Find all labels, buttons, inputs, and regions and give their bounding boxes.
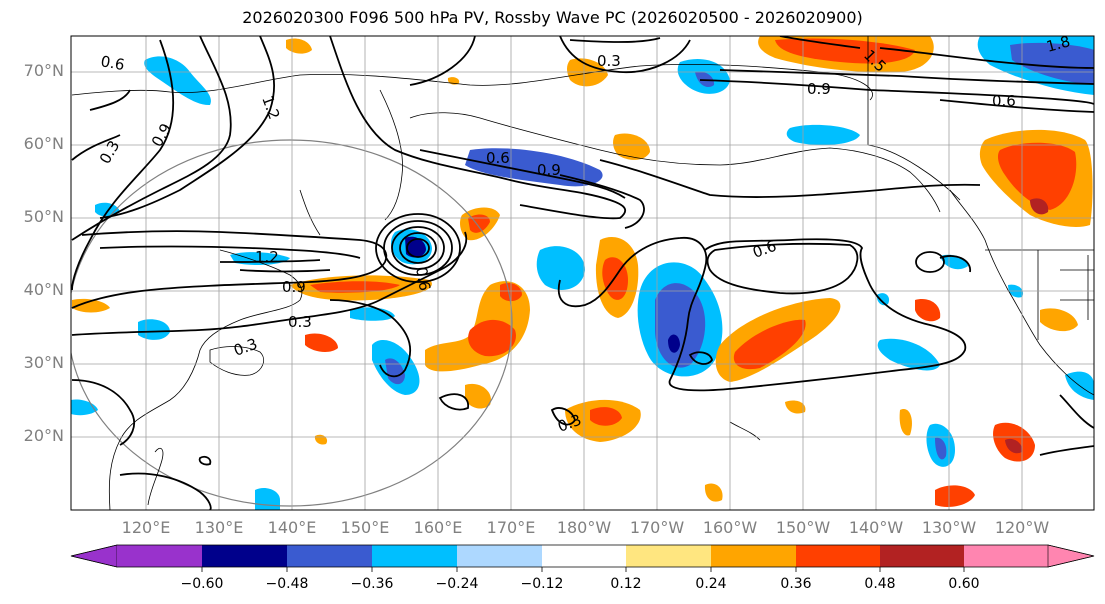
positive-anomaly-region [465, 383, 491, 409]
lon-label: 160°E [413, 518, 463, 537]
colorbar-tick-label: −0.12 [520, 576, 564, 592]
positive-anomaly-region [1030, 198, 1049, 215]
lat-label-40n: 40°N [23, 280, 64, 299]
contour-label: 1.8 [1044, 32, 1072, 56]
lon-label: 140°W [848, 518, 904, 537]
positive-anomaly-region [997, 142, 1077, 210]
colorbar-bin [626, 545, 711, 567]
contour-label: 0.9 [807, 80, 831, 98]
negative-anomaly-region [668, 334, 680, 353]
colorbar-bin [372, 545, 457, 567]
pv-anomaly-shading [71, 36, 1094, 510]
positive-anomaly-region [733, 319, 806, 370]
positive-anomaly-region [590, 407, 622, 426]
lon-label: 140°E [267, 518, 317, 537]
colorbar-tick-label: 0.48 [864, 576, 896, 592]
colorbar-tick-label: −0.36 [350, 576, 394, 592]
lat-label-60n: 60°N [23, 134, 64, 153]
positive-anomaly-region [704, 483, 723, 502]
positive-anomaly-region [1005, 438, 1023, 454]
colorbar-tick-label: 0.12 [610, 576, 642, 592]
lat-label-30n: 30°N [23, 353, 64, 372]
negative-anomaly-region [1010, 42, 1094, 85]
negative-anomaly-region [255, 488, 280, 510]
colorbar-bin [202, 545, 287, 567]
colorbar-bin [457, 545, 542, 567]
positive-anomaly-region [915, 299, 941, 322]
colorbar-bin [117, 545, 202, 567]
negative-anomaly-region [95, 202, 120, 217]
positive-anomaly-region [785, 400, 806, 414]
contour-label: 0.3 [288, 313, 312, 331]
positive-anomaly-region [775, 38, 915, 64]
lon-label: 150°E [340, 518, 390, 537]
lat-label-50n: 50°N [23, 207, 64, 226]
contour-label: 0.3 [96, 137, 124, 167]
positive-anomaly-region [468, 319, 516, 357]
graticule [71, 36, 1094, 510]
negative-anomaly-region [385, 358, 405, 385]
pv-contours [71, 36, 1094, 510]
colorbar-bin [796, 545, 880, 567]
colorbar-tick-label: 0.36 [780, 576, 812, 592]
lat-label-20n: 20°N [23, 426, 64, 445]
lon-label: 180°W [556, 518, 612, 537]
lon-label: 120°E [121, 518, 171, 537]
colorbar-tick-label: 0.60 [948, 576, 980, 592]
negative-anomaly-region [877, 338, 940, 371]
negative-anomaly-region [935, 437, 947, 460]
lon-label: 130°E [194, 518, 244, 537]
positive-anomaly-region [72, 298, 110, 313]
positive-anomaly-region [286, 38, 312, 54]
map-title: 2026020300 F096 500 hPa PV, Rossby Wave … [242, 8, 863, 27]
positive-anomaly-region [1040, 308, 1078, 332]
contour-label: 0.9 [282, 278, 306, 296]
colorbar-bin [964, 545, 1048, 567]
colorbar-tick-label: −0.60 [180, 576, 224, 592]
contour-label: 0.6 [412, 266, 434, 293]
negative-anomaly-region [786, 124, 860, 146]
reference-circle [71, 139, 513, 507]
lon-label: 170°W [629, 518, 685, 537]
contour-label: 0.9 [537, 161, 561, 179]
positive-anomaly-region [613, 133, 650, 160]
lon-label: 120°W [994, 518, 1050, 537]
contour-label: 1.2 [255, 248, 279, 266]
negative-anomaly-region [144, 56, 211, 106]
colorbar-bin [542, 545, 626, 567]
contour-label: 1.2 [258, 93, 283, 122]
lon-label: 130°W [921, 518, 977, 537]
negative-anomaly-region [876, 293, 890, 306]
positive-anomaly-region [899, 409, 912, 436]
map-frame [70, 35, 1095, 511]
contour-label: 0.3 [231, 335, 260, 360]
positive-anomaly-region [305, 333, 338, 352]
colorbar-extend-low [70, 544, 118, 568]
contour-label: 0.6 [99, 52, 126, 74]
colorbar-tick-label: −0.48 [265, 576, 309, 592]
negative-anomaly-region [536, 246, 585, 290]
contour-label: 0.3 [597, 52, 621, 70]
map-layers: 0.6 0.3 0.9 1.2 0.3 0.6 0.9 0.9 0.6 0.6 … [71, 32, 1094, 510]
colorbar-tick-label: 0.24 [695, 576, 727, 592]
positive-anomaly-region [935, 485, 975, 507]
colorbar-bin [287, 545, 372, 567]
lon-label: 160°W [702, 518, 758, 537]
contour-label: 0.6 [992, 92, 1016, 110]
lon-label: 170°E [486, 518, 536, 537]
colorbar-tick-label: −0.24 [435, 576, 479, 592]
colorbar [70, 544, 1095, 572]
positive-anomaly-region [314, 434, 328, 445]
lat-label-70n: 70°N [23, 61, 64, 80]
negative-anomaly-region [71, 399, 98, 416]
negative-anomaly-region [138, 319, 170, 340]
positive-anomaly-region [310, 281, 400, 293]
colorbar-extend-high [1047, 544, 1095, 568]
colorbar-bin [711, 545, 796, 567]
colorbar-bin [880, 545, 964, 567]
lon-label: 150°W [775, 518, 831, 537]
contour-label: 0.6 [486, 149, 510, 167]
negative-anomaly-region [350, 307, 395, 321]
